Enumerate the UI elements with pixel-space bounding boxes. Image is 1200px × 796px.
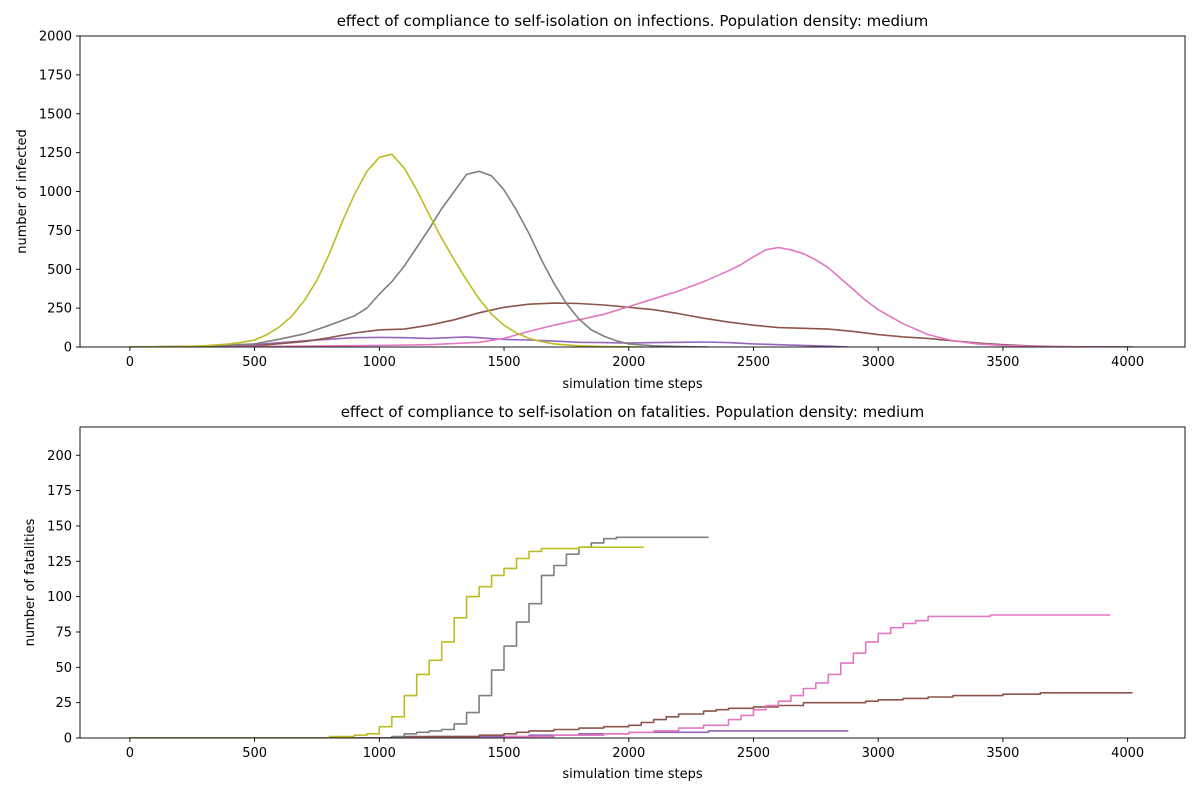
y-axis-label: number of fatalities bbox=[23, 518, 38, 646]
y-tick-label: 1500 bbox=[39, 107, 72, 122]
x-tick-label: 4000 bbox=[1111, 355, 1144, 370]
series-line-0 bbox=[129, 336, 849, 347]
y-tick-label: 1000 bbox=[39, 185, 72, 200]
x-tick-label: 1000 bbox=[363, 355, 396, 370]
y-tick-label: 175 bbox=[47, 484, 72, 499]
series-lines bbox=[129, 153, 1133, 347]
x-tick-label: 1000 bbox=[363, 746, 396, 761]
y-tick-label: 75 bbox=[55, 625, 72, 640]
series-line-4 bbox=[129, 153, 644, 347]
plot-frame bbox=[79, 35, 1186, 348]
series-line-3 bbox=[129, 536, 709, 738]
y-tick-label: 250 bbox=[47, 302, 72, 317]
y-tick-label: 50 bbox=[55, 661, 72, 676]
series-lines bbox=[129, 536, 1133, 738]
series-line-3 bbox=[129, 170, 709, 347]
y-tick-label: 200 bbox=[47, 449, 72, 464]
x-tick-label: 3000 bbox=[862, 746, 895, 761]
y-axis-label: number of infected bbox=[15, 129, 30, 253]
x-tick-label: 3500 bbox=[986, 355, 1019, 370]
x-tick-label: 2000 bbox=[612, 746, 645, 761]
series-line-2 bbox=[129, 614, 1111, 738]
fatalities-chart: 0 500 1000 1500 2000 2500 3000 3500 4000 0 25 50 75 1… bbox=[23, 403, 1186, 782]
plot-frame bbox=[79, 426, 1186, 739]
x-tick-label: 1500 bbox=[487, 355, 520, 370]
y-tick-label: 25 bbox=[55, 696, 72, 711]
x-tick-label: 2000 bbox=[612, 355, 645, 370]
x-axis-label: simulation time steps bbox=[562, 767, 703, 782]
x-tick-label: 0 bbox=[126, 746, 134, 761]
x-tick-label: 1500 bbox=[487, 746, 520, 761]
x-tick-label: 2500 bbox=[737, 746, 770, 761]
y-tick-label: 1750 bbox=[39, 68, 72, 83]
y-tick-label: 100 bbox=[47, 590, 72, 605]
infections-chart: 0 500 1000 1500 2000 2500 3000 3500 4000 0 250 500 7… bbox=[15, 12, 1186, 392]
y-tick-label: 125 bbox=[47, 555, 72, 570]
y-tick-label: 500 bbox=[47, 263, 72, 278]
x-tick-label: 0 bbox=[126, 355, 134, 370]
chart-title: effect of compliance to self-isolation o… bbox=[341, 403, 925, 421]
series-line-1 bbox=[129, 692, 1133, 738]
x-tick-label: 2500 bbox=[737, 355, 770, 370]
y-tick-label: 2000 bbox=[39, 30, 72, 45]
series-line-4 bbox=[129, 546, 644, 738]
y-tick-label: 0 bbox=[64, 341, 72, 356]
x-tick-label: 500 bbox=[242, 746, 267, 761]
y-tick-label: 0 bbox=[64, 732, 72, 747]
series-line-2 bbox=[129, 246, 1111, 347]
x-axis-label: simulation time steps bbox=[562, 377, 703, 392]
x-tick-label: 500 bbox=[242, 355, 267, 370]
y-tick-label: 150 bbox=[47, 519, 72, 534]
y-tick-label: 750 bbox=[47, 224, 72, 239]
x-tick-label: 3000 bbox=[862, 355, 895, 370]
x-tick-label: 3500 bbox=[986, 746, 1019, 761]
x-tick-label: 4000 bbox=[1111, 746, 1144, 761]
chart-title: effect of compliance to self-isolation o… bbox=[337, 12, 929, 30]
y-tick-label: 1250 bbox=[39, 146, 72, 161]
